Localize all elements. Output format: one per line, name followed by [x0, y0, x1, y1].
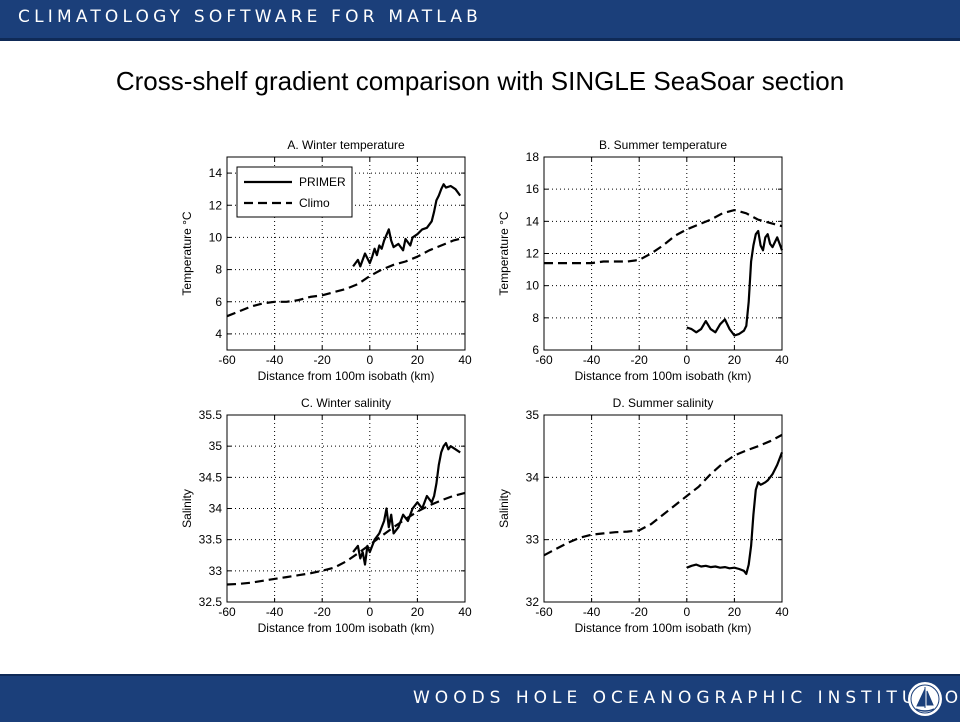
y-tick-label: 6 [532, 343, 539, 357]
header-text: CLIMATOLOGY SOFTWARE FOR MATLAB [18, 7, 483, 27]
y-tick-label: 34.5 [199, 470, 223, 484]
panel-d: D. Summer salinity -60 -40 -20 0 20 40 32 33 34 35… [497, 396, 789, 635]
x-tick-label: 20 [728, 605, 742, 619]
x-tick-label: 40 [458, 605, 472, 619]
y-axis-label: Salinity [180, 489, 194, 528]
x-tick-label: -20 [314, 353, 332, 367]
x-tick-label: 0 [683, 353, 690, 367]
y-axis-label: Temperature °C [180, 211, 194, 295]
y-tick-label: 18 [526, 150, 540, 164]
x-tick-label: 0 [366, 353, 373, 367]
y-tick-label: 8 [215, 263, 222, 277]
x-tick-label: -60 [218, 605, 236, 619]
series-line-primer [686, 452, 784, 575]
y-tick-label: 6 [215, 295, 222, 309]
x-tick-label: 0 [683, 605, 690, 619]
chart-figure: A. Winter temperature -60 -40 -20 0 20 40 4 6 8 10… [180, 138, 789, 635]
y-tick-label: 34 [526, 470, 540, 484]
panel-title: B. Summer temperature [599, 138, 727, 152]
series-line-climo [226, 236, 466, 318]
x-tick-label: -40 [266, 605, 284, 619]
header-bar: CLIMATOLOGY SOFTWARE FOR MATLAB [0, 0, 960, 41]
y-tick-label: 8 [532, 311, 539, 325]
x-tick-label: 40 [775, 353, 789, 367]
axes-box [226, 156, 466, 351]
footer-bar: WOODS HOLE OCEANOGRAPHIC INSTITUTION [0, 674, 960, 722]
panel-title: D. Summer salinity [613, 396, 714, 410]
y-tick-label: 35 [526, 408, 540, 422]
y-tick-label: 32.5 [199, 595, 223, 609]
series-line-primer [686, 229, 784, 337]
y-axis-label: Temperature °C [497, 211, 511, 295]
x-tick-label: 20 [728, 353, 742, 367]
y-tick-label: 35.5 [199, 408, 223, 422]
y-tick-label: 14 [209, 166, 223, 180]
slide-title: Cross-shelf gradient comparison with SIN… [115, 66, 845, 96]
x-tick-label: 20 [411, 353, 425, 367]
y-tick-label: 32 [526, 595, 540, 609]
x-tick-label: 40 [458, 353, 472, 367]
series-line-climo [226, 491, 466, 586]
legend-box [236, 166, 353, 218]
x-tick-label: -60 [535, 605, 553, 619]
x-tick-label: 20 [411, 605, 425, 619]
x-tick-label: -60 [218, 353, 236, 367]
series-line-primer [352, 183, 462, 268]
x-axis-label: Distance from 100m isobath (km) [258, 621, 435, 635]
x-tick-label: -20 [314, 605, 332, 619]
y-tick-label: 33 [209, 564, 223, 578]
x-axis-label: Distance from 100m isobath (km) [575, 621, 752, 635]
x-tick-label: 0 [366, 605, 373, 619]
panel-b: B. Summer temperature -60 -40 -20 0 20 40 6 8 10 1… [497, 138, 789, 383]
footer-text: WOODS HOLE OCEANOGRAPHIC INSTITUTION [413, 688, 960, 708]
x-axis-label: Distance from 100m isobath (km) [575, 369, 752, 383]
legend-entry: PRIMER [299, 175, 346, 189]
series-line-climo [543, 433, 783, 557]
y-tick-label: 4 [215, 327, 222, 341]
x-tick-label: -20 [631, 605, 649, 619]
x-tick-label: 40 [775, 605, 789, 619]
y-tick-label: 10 [526, 279, 540, 293]
x-axis-label: Distance from 100m isobath (km) [258, 369, 435, 383]
y-tick-label: 34 [209, 502, 223, 516]
x-tick-label: -20 [631, 353, 649, 367]
series-line-climo [544, 208, 783, 265]
y-tick-label: 10 [209, 230, 223, 244]
y-tick-label: 12 [526, 247, 540, 261]
y-tick-label: 16 [526, 182, 540, 196]
y-tick-label: 33.5 [199, 533, 223, 547]
y-tick-label: 12 [209, 198, 223, 212]
x-tick-label: -40 [583, 353, 601, 367]
whoi-sailboat-seal-icon [908, 682, 942, 716]
panel-c: C. Winter salinity -60 -40 -20 0 20 40 32.5 33 33… [180, 396, 472, 635]
y-axis-label: Salinity [497, 489, 511, 528]
axes-box [226, 414, 466, 603]
legend: PRIMER Climo [236, 166, 353, 218]
x-tick-label: -40 [266, 353, 284, 367]
panel-title: A. Winter temperature [287, 138, 405, 152]
panel-title: C. Winter salinity [301, 396, 391, 410]
x-tick-label: -60 [535, 353, 553, 367]
y-tick-label: 35 [209, 439, 223, 453]
x-tick-label: -40 [583, 605, 601, 619]
legend-entry: Climo [299, 196, 330, 210]
y-tick-label: 14 [526, 214, 540, 228]
series-line-primer [352, 442, 461, 566]
y-tick-label: 33 [526, 533, 540, 547]
axes-box [543, 414, 783, 603]
panel-a: A. Winter temperature -60 -40 -20 0 20 40 4 6 8 10… [180, 138, 472, 383]
